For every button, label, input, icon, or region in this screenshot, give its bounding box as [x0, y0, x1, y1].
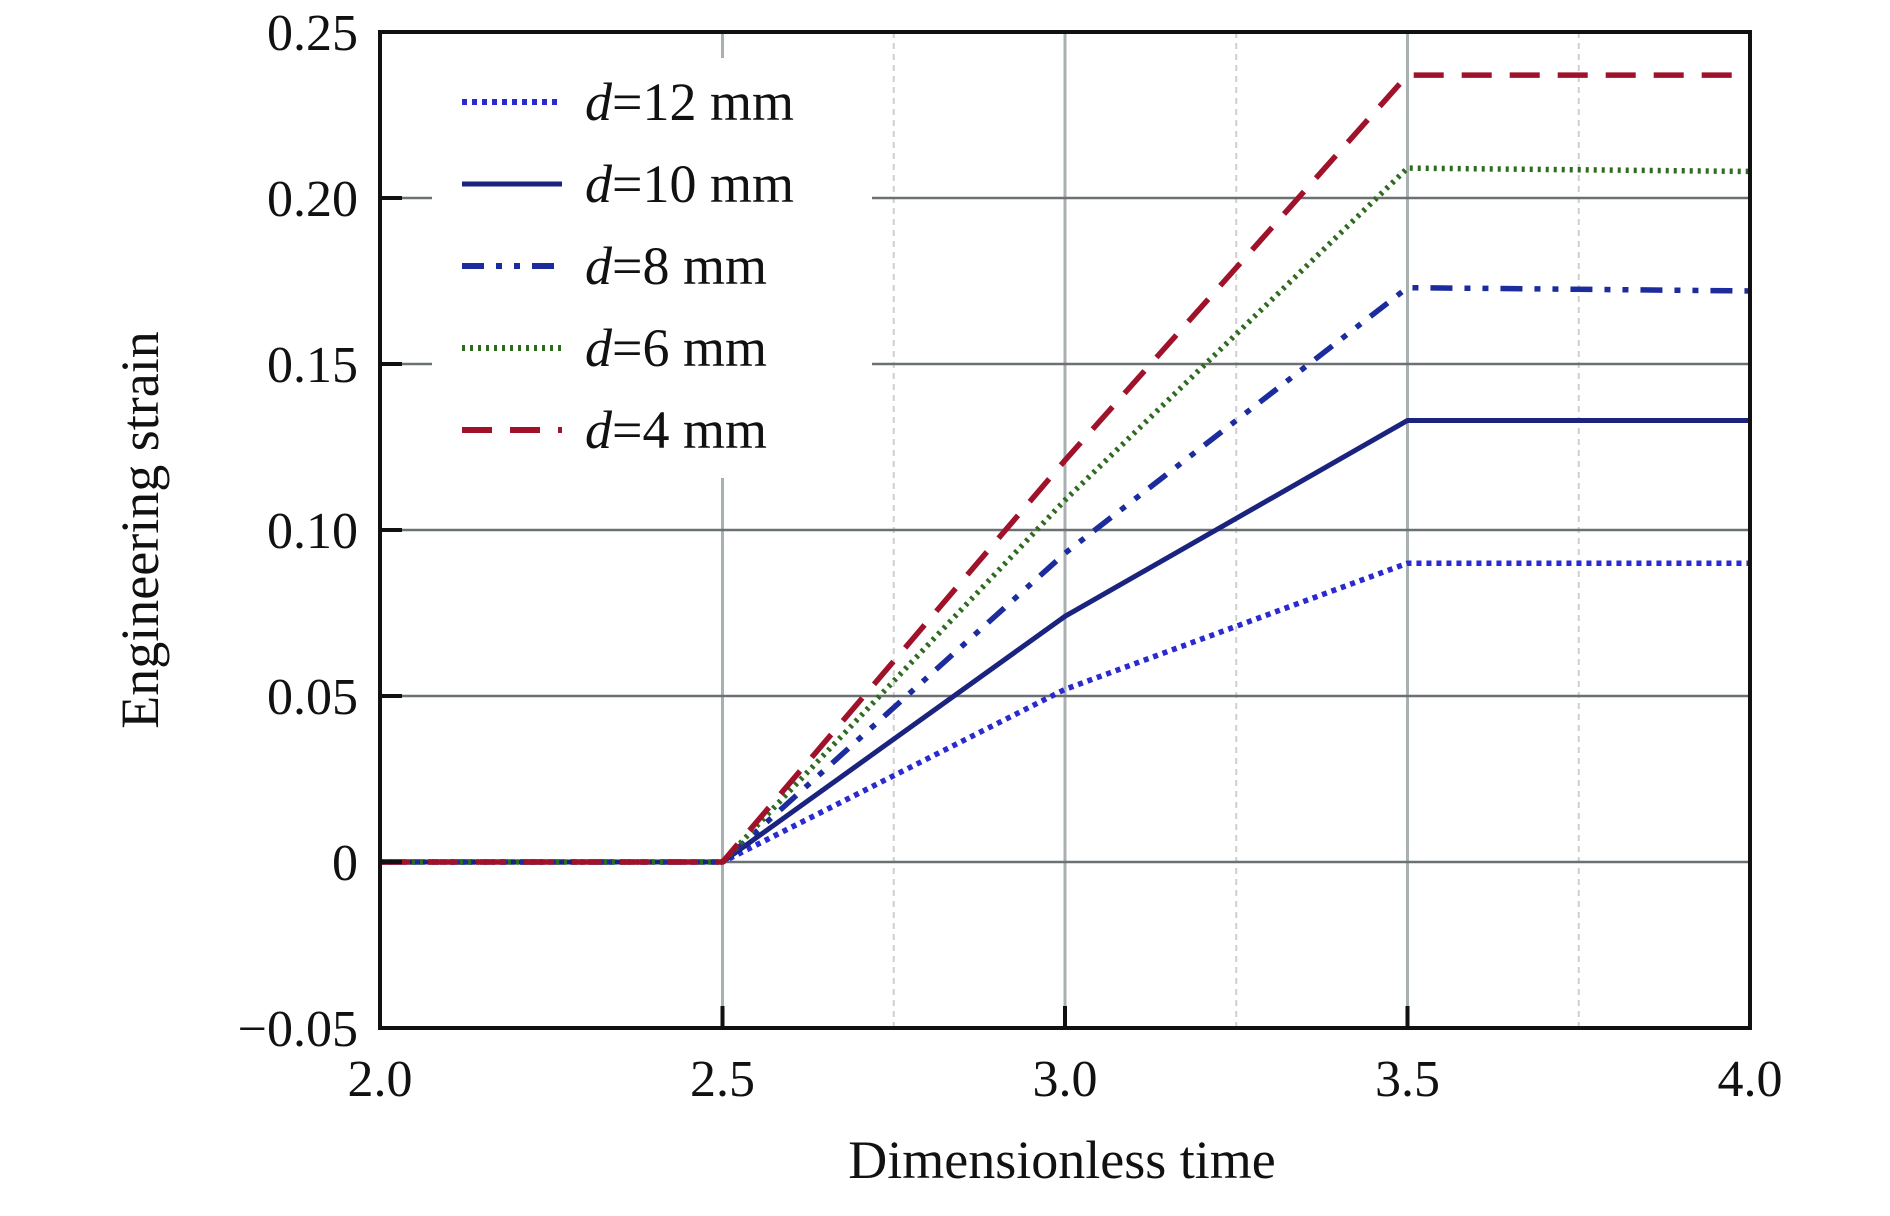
legend-label-variable: d	[585, 400, 613, 460]
legend-label-variable: d	[585, 72, 613, 132]
legend-label: d=8 mm	[585, 236, 767, 296]
tick-labels: −0.05 0 0.05 0.10 0.15 0.20 0.25 2.0 2.5 3.0 3.5 4.…	[238, 5, 1783, 1108]
legend-label: d=4 mm	[585, 400, 767, 460]
legend-label-value: =8 mm	[612, 236, 767, 296]
series-line-d-4-mm	[380, 72, 1750, 865]
x-tick-label: 3.0	[1033, 1051, 1098, 1108]
legend-label-value: =6 mm	[612, 318, 767, 378]
legend-label-value: =10 mm	[612, 154, 794, 214]
legend: d=12 mmd=10 mmd=8 mmd=6 mmd=4 mm	[432, 58, 872, 478]
x-tick-label: 2.5	[690, 1051, 755, 1108]
x-axis-title: Dimensionless time	[848, 1130, 1275, 1190]
series-line-d-8-mm	[380, 284, 1751, 865]
y-tick-label: 0.15	[267, 337, 358, 394]
legend-label-variable: d	[585, 236, 613, 296]
axes	[378, 30, 1752, 1030]
series-line-d-6-mm	[380, 165, 1751, 865]
y-tick-label: 0.20	[267, 171, 358, 228]
legend-label-variable: d	[585, 318, 613, 378]
legend-label: d=10 mm	[585, 154, 794, 214]
y-tick-label: 0	[332, 835, 358, 892]
legend-background	[432, 58, 872, 478]
series-group	[380, 72, 1751, 865]
legend-label-value: =12 mm	[612, 72, 794, 132]
legend-label: d=6 mm	[585, 318, 767, 378]
x-tick-label: 2.0	[348, 1051, 413, 1108]
x-tick-label: 4.0	[1718, 1051, 1783, 1108]
legend-label-value: =4 mm	[612, 400, 767, 460]
x-tick-label: 3.5	[1375, 1051, 1440, 1108]
legend-label: d=12 mm	[585, 72, 794, 132]
y-tick-label: 0.10	[267, 503, 358, 560]
y-axis-title: Engineering strain	[110, 331, 170, 728]
legend-label-variable: d	[585, 154, 613, 214]
y-tick-label: 0.25	[267, 5, 358, 62]
y-tick-label: −0.05	[238, 1001, 358, 1058]
y-tick-label: 0.05	[267, 669, 358, 726]
